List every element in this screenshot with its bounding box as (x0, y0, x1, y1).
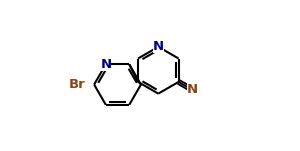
Text: N: N (100, 58, 111, 71)
Text: Br: Br (69, 78, 86, 91)
Text: N: N (187, 84, 198, 96)
Text: N: N (153, 40, 164, 53)
